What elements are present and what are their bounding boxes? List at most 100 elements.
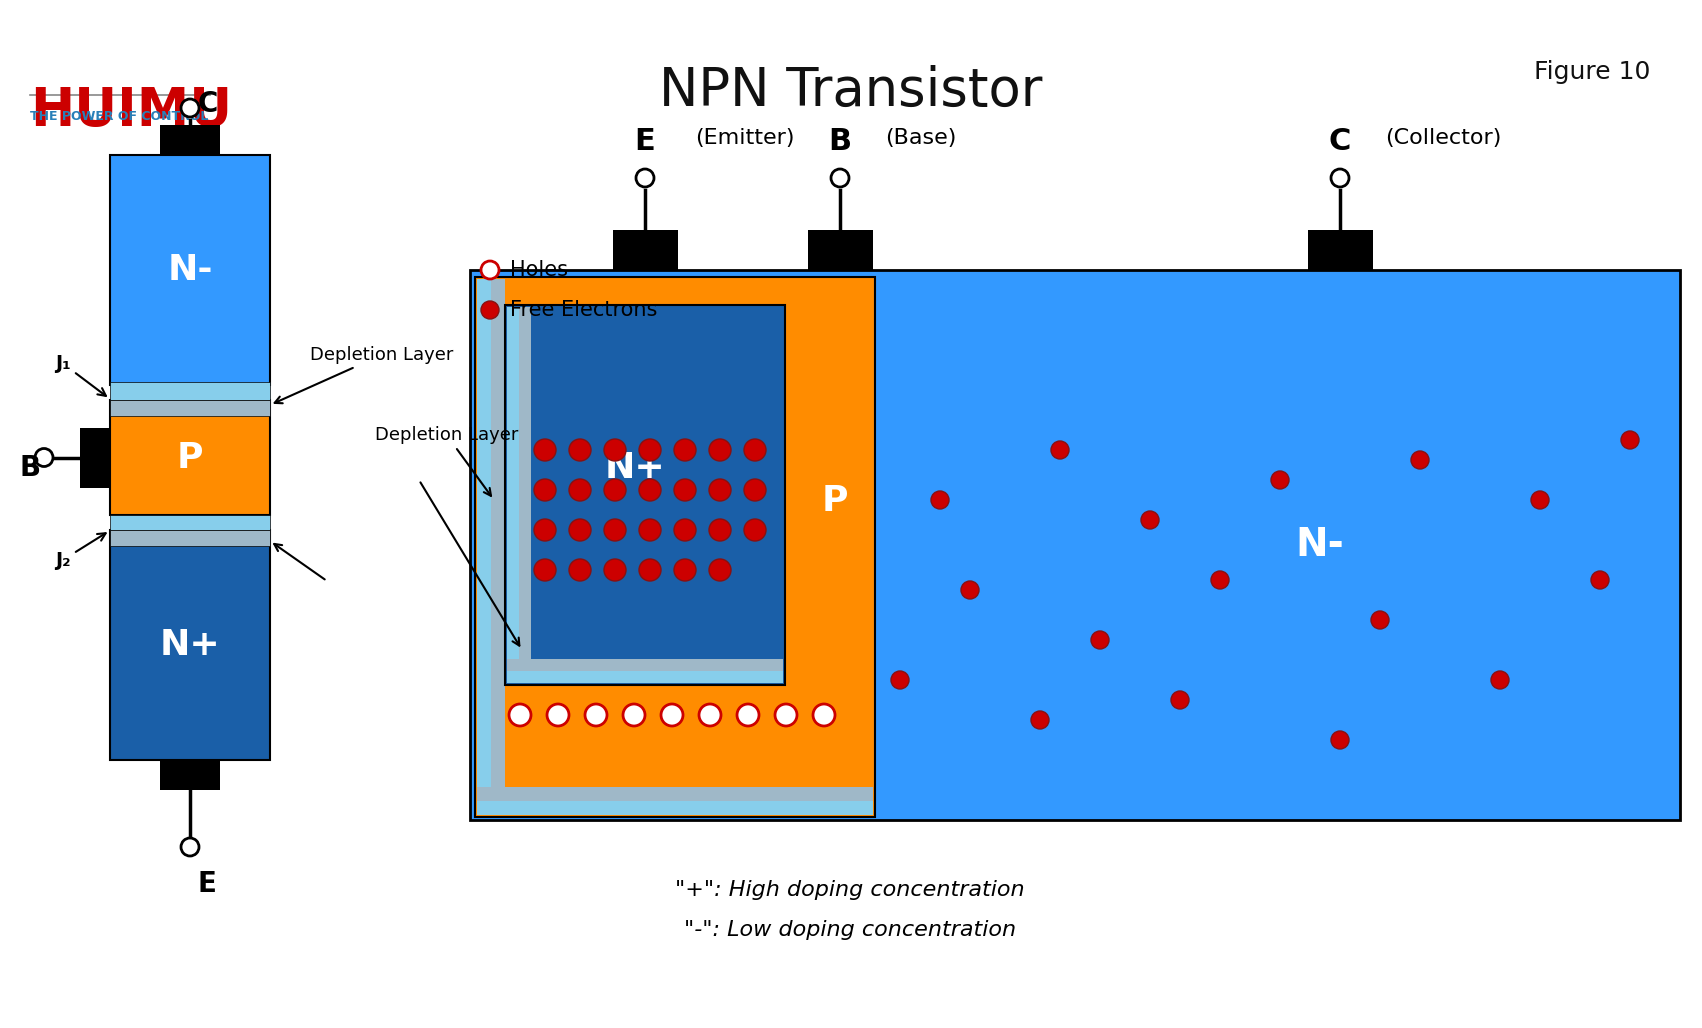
Circle shape	[568, 559, 591, 581]
Polygon shape	[111, 400, 271, 416]
Circle shape	[710, 439, 730, 461]
Polygon shape	[490, 279, 505, 815]
Circle shape	[509, 704, 531, 726]
Text: (Collector): (Collector)	[1385, 128, 1501, 148]
Text: B: B	[20, 453, 41, 481]
Circle shape	[534, 439, 557, 461]
Circle shape	[1591, 571, 1608, 589]
Circle shape	[36, 448, 53, 467]
Circle shape	[568, 519, 591, 541]
Circle shape	[180, 99, 199, 117]
Circle shape	[637, 169, 654, 187]
Circle shape	[1052, 441, 1069, 458]
Circle shape	[1620, 431, 1639, 449]
Polygon shape	[111, 155, 271, 386]
Polygon shape	[111, 382, 271, 400]
Circle shape	[638, 479, 660, 501]
Polygon shape	[505, 305, 785, 685]
Text: N-: N-	[167, 253, 213, 287]
Text: N+: N+	[160, 628, 220, 662]
Circle shape	[1171, 691, 1190, 709]
Polygon shape	[475, 277, 875, 817]
Circle shape	[1372, 611, 1389, 629]
Circle shape	[180, 838, 199, 856]
Circle shape	[534, 559, 557, 581]
Text: (Emitter): (Emitter)	[694, 128, 795, 148]
Text: "-": Low doping concentration: "-": Low doping concentration	[684, 920, 1016, 940]
Circle shape	[700, 704, 722, 726]
Text: C: C	[1329, 127, 1351, 156]
Text: "+": High doping concentration: "+": High doping concentration	[676, 880, 1025, 900]
Text: Figure 10: Figure 10	[1534, 60, 1649, 84]
Circle shape	[534, 519, 557, 541]
Circle shape	[568, 479, 591, 501]
Text: Depletion Layer: Depletion Layer	[274, 346, 453, 403]
Text: C: C	[197, 90, 218, 118]
Circle shape	[638, 519, 660, 541]
Polygon shape	[507, 659, 783, 671]
Polygon shape	[111, 515, 271, 530]
Polygon shape	[807, 230, 873, 270]
Text: J₁: J₁	[54, 354, 106, 396]
Text: N+: N+	[604, 450, 665, 484]
Circle shape	[585, 704, 608, 726]
Circle shape	[674, 559, 696, 581]
Text: B: B	[829, 127, 851, 156]
Circle shape	[638, 559, 660, 581]
Polygon shape	[111, 400, 271, 515]
Text: Free Electrons: Free Electrons	[511, 300, 657, 320]
Circle shape	[710, 559, 730, 581]
Text: (Base): (Base)	[885, 128, 957, 148]
Circle shape	[931, 491, 950, 509]
Text: N-: N-	[1295, 526, 1345, 564]
Polygon shape	[613, 230, 677, 270]
Circle shape	[744, 479, 766, 501]
Circle shape	[962, 581, 979, 599]
Polygon shape	[507, 671, 783, 683]
Circle shape	[1212, 571, 1229, 589]
Circle shape	[1091, 631, 1110, 649]
Polygon shape	[477, 801, 873, 815]
Circle shape	[744, 519, 766, 541]
Polygon shape	[1307, 230, 1372, 270]
Circle shape	[482, 301, 499, 319]
Circle shape	[674, 519, 696, 541]
Polygon shape	[477, 787, 873, 801]
Polygon shape	[111, 530, 271, 546]
Circle shape	[604, 439, 626, 461]
Circle shape	[604, 479, 626, 501]
Text: Depletion Layer: Depletion Layer	[374, 426, 519, 495]
Text: J₂: J₂	[54, 534, 106, 570]
Text: P: P	[822, 484, 848, 518]
Circle shape	[1271, 471, 1288, 489]
Circle shape	[674, 439, 696, 461]
Circle shape	[546, 704, 568, 726]
Circle shape	[1331, 169, 1350, 187]
Circle shape	[831, 169, 849, 187]
Circle shape	[1411, 451, 1430, 469]
Circle shape	[1031, 711, 1048, 729]
Circle shape	[638, 439, 660, 461]
Polygon shape	[507, 307, 519, 683]
Text: E: E	[635, 127, 655, 156]
Circle shape	[710, 519, 730, 541]
Circle shape	[774, 704, 797, 726]
Circle shape	[623, 704, 645, 726]
Text: NPN Transistor: NPN Transistor	[659, 65, 1043, 117]
Circle shape	[1140, 511, 1159, 529]
Circle shape	[1331, 731, 1350, 749]
Circle shape	[534, 479, 557, 501]
Polygon shape	[470, 270, 1680, 820]
Circle shape	[568, 439, 591, 461]
Polygon shape	[519, 307, 531, 683]
Text: HUIMU: HUIMU	[31, 85, 231, 137]
Polygon shape	[160, 760, 220, 790]
Circle shape	[1491, 671, 1510, 689]
Circle shape	[710, 479, 730, 501]
Polygon shape	[111, 530, 271, 760]
Circle shape	[604, 559, 626, 581]
Circle shape	[1532, 491, 1549, 509]
Circle shape	[604, 519, 626, 541]
Circle shape	[660, 704, 683, 726]
Text: P: P	[177, 441, 203, 475]
